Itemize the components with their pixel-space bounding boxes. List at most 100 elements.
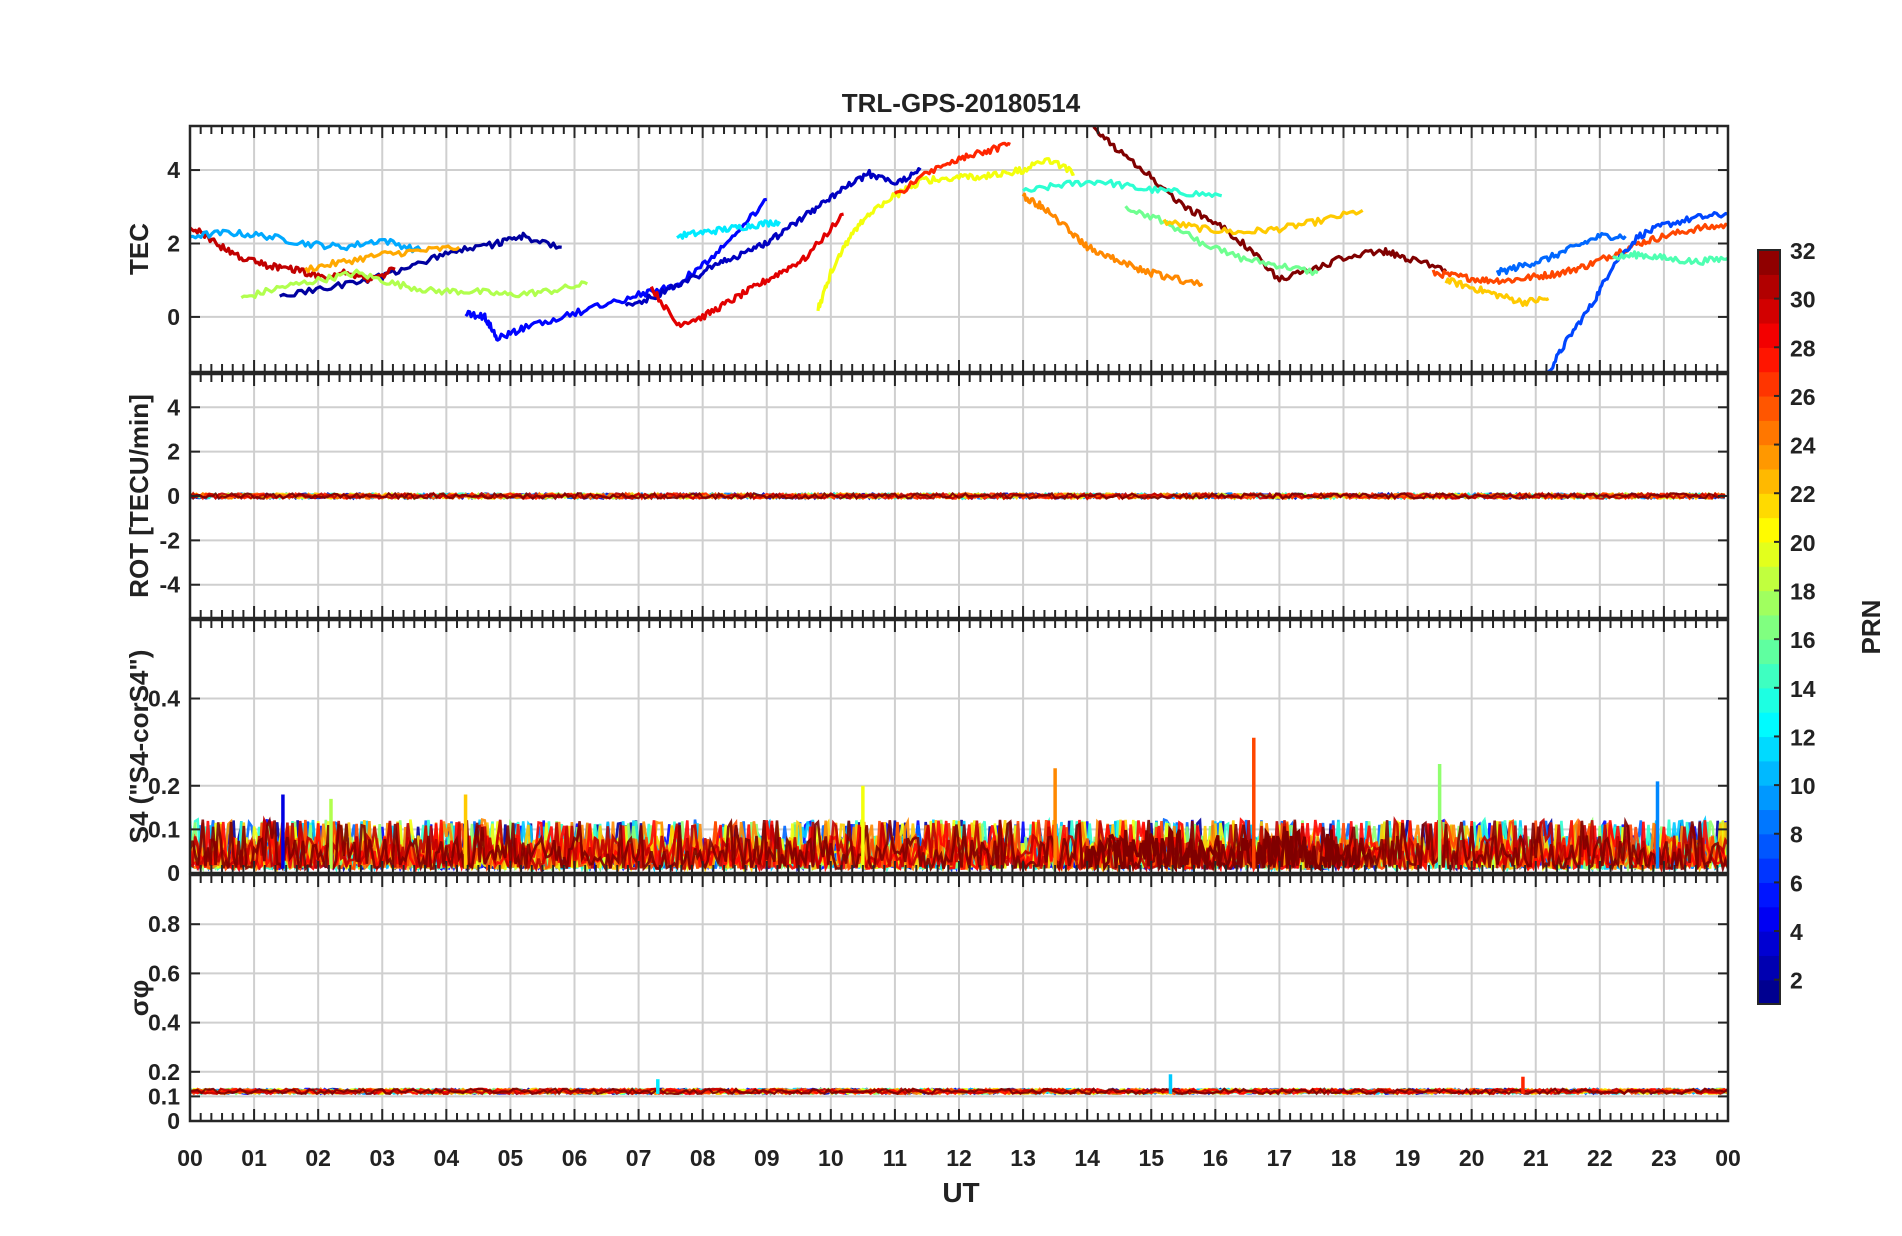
panel-tec-frame: [188, 124, 1730, 374]
colorbar-tick-label: 2: [1790, 968, 1803, 994]
x-tick-label: 13: [1010, 1145, 1036, 1171]
colorbar-tick-label: 4: [1790, 919, 1803, 945]
x-axis-ticks: 00 01 02 03 04 05 06 07 08 09 10 11 12 13 14 15 16 17 18 19…: [177, 1145, 1741, 1171]
panel-s4-frame: [188, 618, 1730, 875]
colorbar-swatch: [1758, 250, 1780, 275]
panel-tec-plot: [190, 126, 1728, 372]
y-tick-label: 0: [167, 483, 180, 509]
s4-series-prn-32: [190, 816, 1728, 873]
y-tick-label: 0.1: [148, 1083, 180, 1109]
y-tick-label: 0: [167, 1108, 180, 1134]
colorbar-swatch: [1758, 663, 1780, 689]
x-tick-label: 23: [1651, 1145, 1677, 1171]
tec-series-prn-22: [1444, 277, 1550, 307]
chart-title: TRL-GPS-20180514: [842, 88, 1081, 118]
colorbar-swatch: [1758, 274, 1780, 300]
colorbar-swatch: [1758, 371, 1780, 397]
panel-sigma-phi-plot: [190, 1074, 1728, 1096]
y-tick-label: 2: [167, 439, 180, 465]
colorbar-swatch: [1758, 906, 1780, 932]
sigma-series-prn-32: [190, 1087, 1728, 1096]
y-tick-label: 0.6: [148, 960, 180, 986]
tec-series-prn-7: [1547, 211, 1728, 372]
panel-rot-yticks: -4 -2 0 2 4: [160, 394, 1728, 598]
y-tick-label: 0: [167, 304, 180, 330]
x-tick-label: 08: [690, 1145, 716, 1171]
colorbar-tick-label: 10: [1790, 773, 1816, 799]
x-tick-label: 07: [626, 1145, 652, 1171]
colorbar-swatch: [1758, 858, 1780, 883]
x-tick-label: 06: [562, 1145, 588, 1171]
x-tick-label: 02: [305, 1145, 331, 1171]
colorbar-swatch: [1758, 833, 1780, 859]
tec-series-prn-2: [279, 231, 562, 298]
colorbar-tick-label: 22: [1790, 481, 1816, 507]
colorbar-swatch: [1758, 639, 1780, 665]
panel-tec: 0 2 4 TEC: [124, 124, 1730, 374]
x-tick-label: 20: [1459, 1145, 1485, 1171]
tec-series-prn-5: [464, 197, 768, 342]
colorbar-tick-label: 14: [1790, 676, 1816, 702]
panel-sigma-phi-frame: [188, 873, 1730, 1123]
tec-series-prn-22: [1162, 209, 1364, 236]
colorbar-tick-label: 8: [1790, 822, 1803, 848]
colorbar-swatch: [1758, 395, 1780, 421]
y-tick-label: 0.4: [148, 686, 180, 712]
x-tick-label: 16: [1203, 1145, 1229, 1171]
y-tick-label: 0.4: [148, 1010, 180, 1036]
x-tick-label: 04: [434, 1145, 460, 1171]
y-tick-label: 0.8: [148, 911, 180, 937]
panel-s4: 0 0.1 0.2 0.4 S4 ("S4-corS4"): [124, 618, 1730, 886]
panel-sigma-phi-ylabel: σφ: [124, 980, 154, 1016]
colorbar-tick-label: 18: [1790, 579, 1816, 605]
colorbar-frame: [1757, 249, 1781, 1005]
tec-series-prn-20: [816, 157, 1075, 312]
colorbar-swatch: [1758, 760, 1780, 786]
colorbar-swatch: [1758, 444, 1780, 470]
colorbar-swatch: [1758, 493, 1780, 519]
tec-series-prn-29: [649, 212, 844, 328]
tec-series-prn-3: [624, 167, 922, 307]
colorbar-swatch: [1758, 420, 1780, 446]
colorbar-label: PRN: [1856, 600, 1886, 655]
x-tick-label: 00: [1715, 1145, 1741, 1171]
x-tick-label: 11: [883, 1145, 908, 1171]
colorbar-swatch: [1758, 590, 1780, 616]
panel-rot-plot: [190, 491, 1726, 501]
tec-series-prn-8: [1495, 231, 1627, 276]
tec-series-prn-30: [190, 226, 396, 284]
colorbar-tick-label: 32: [1790, 238, 1816, 264]
colorbar-swatch: [1758, 931, 1780, 956]
panel-tec-ylabel: TEC: [124, 223, 154, 275]
rot-series-prn-32: [190, 491, 1726, 501]
colorbar-tick-label: 24: [1790, 433, 1816, 459]
panel-sigma-phi: 00.10.2 0.4 0.6 0.8 σφ: [124, 873, 1730, 1134]
panel-s4-yticks: 0 0.1 0.2 0.4: [148, 686, 1728, 886]
x-tick-label: 21: [1523, 1145, 1549, 1171]
x-tick-label: 01: [241, 1145, 267, 1171]
panel-rot-ylabel: ROT [TECU/min]: [124, 394, 154, 598]
tec-series-prn-14: [1022, 178, 1223, 198]
x-tick-label: 19: [1395, 1145, 1421, 1171]
x-tick-label: 10: [818, 1145, 844, 1171]
panel-sigma-phi-grid: [190, 875, 1728, 1122]
colorbar-tick-label: 6: [1790, 870, 1803, 896]
colorbar-swatch: [1758, 736, 1780, 762]
y-tick-label: -2: [160, 527, 180, 553]
tec-series-prn-10: [190, 228, 423, 254]
tec-series-prn-32: [1092, 126, 1448, 283]
colorbar-swatch: [1758, 614, 1780, 640]
colorbar-swatch: [1758, 566, 1780, 592]
x-tick-label: 14: [1074, 1145, 1100, 1171]
x-tick-label: 15: [1138, 1145, 1164, 1171]
x-tick-label: 12: [946, 1145, 972, 1171]
colorbar-swatch: [1758, 322, 1780, 348]
x-tick-label: 09: [754, 1145, 780, 1171]
colorbar-swatch: [1758, 712, 1780, 738]
s4-series-prn-32-dense: [1085, 825, 1375, 873]
tec-series-prn-18: [240, 268, 589, 299]
colorbar-swatch: [1758, 347, 1780, 373]
tec-series-prn-24: [1021, 192, 1204, 287]
colorbar-swatch: [1758, 468, 1780, 494]
